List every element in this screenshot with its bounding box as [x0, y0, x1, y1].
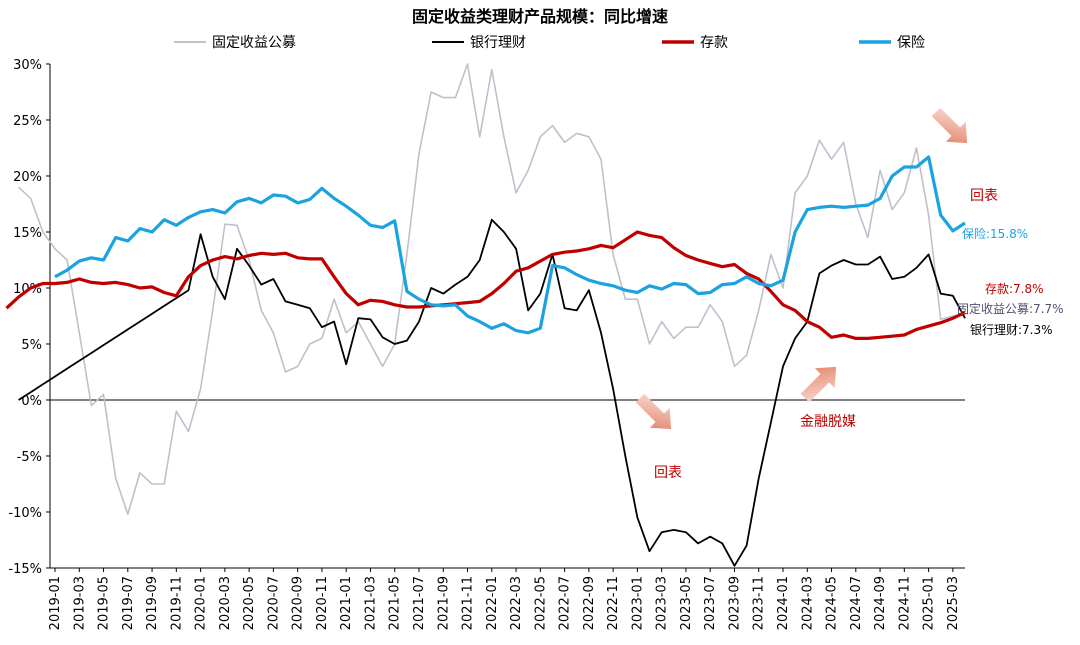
x-tick-label: 2023-09 [727, 576, 742, 630]
x-tick-label: 2020-11 [315, 576, 330, 630]
end-label-fixed-income: 固定收益公募:7.7% [957, 301, 1064, 316]
end-labels: 保险:15.8% 存款:7.8% 固定收益公募:7.7% 银行理财:7.3% [957, 226, 1064, 337]
x-tick-label: 2020-03 [218, 576, 233, 630]
x-tick-label: 2021-09 [436, 576, 451, 630]
legend-label: 保险 [897, 35, 925, 51]
annotations: 回表 回表 金融脱媒 [635, 107, 998, 481]
x-tick-label: 2022-05 [533, 576, 548, 630]
legend-label: 固定收益公募 [212, 35, 296, 51]
x-tick-label: 2024-01 [776, 576, 791, 630]
y-tick-label: 0% [21, 394, 42, 409]
x-ticks: 2019-01 2019-03 2019-05 2019-07 2019-09 2019-… [48, 568, 961, 630]
x-tick-label: 2023-03 [655, 576, 670, 630]
x-tick-label: 2020-01 [194, 576, 209, 630]
x-tick-label: 2019-07 [121, 576, 136, 630]
x-tick-label: 2024-11 [897, 576, 912, 630]
x-tick-label: 2022-09 [582, 576, 597, 630]
y-tick-label: 30% [13, 58, 42, 73]
series-line-1 [18, 218, 966, 567]
series-line-3 [54, 155, 966, 335]
x-tick-label: 2022-07 [558, 576, 573, 630]
legend-label: 存款 [700, 35, 728, 51]
x-tick-label: 2024-05 [825, 576, 840, 630]
series-line-2 [5, 230, 966, 340]
x-tick-label: 2019-01 [48, 576, 63, 630]
end-label-deposit: 存款:7.8% [985, 282, 1044, 296]
x-tick-label: 2025-03 [946, 576, 961, 630]
x-tick-label: 2022-01 [485, 576, 500, 630]
y-tick-label: -15% [8, 562, 42, 577]
y-tick-label: 5% [21, 338, 42, 353]
x-tick-label: 2020-07 [266, 576, 281, 630]
legend: 固定收益公募 银行理财 存款 保险 [174, 35, 925, 51]
x-tick-label: 2021-05 [388, 576, 403, 630]
y-tick-label: 25% [13, 114, 42, 129]
x-tick-label: 2019-11 [169, 576, 184, 630]
x-tick-label: 2025-01 [922, 576, 937, 630]
axes [49, 64, 965, 569]
x-tick-label: 2024-09 [873, 576, 888, 630]
x-tick-label: 2020-05 [242, 576, 257, 630]
x-tick-label: 2019-09 [145, 576, 160, 630]
x-tick-label: 2023-11 [752, 576, 767, 630]
x-tick-label: 2021-07 [412, 576, 427, 630]
annotation-huibiao-right: 回表 [970, 188, 998, 204]
legend-label: 银行理财 [470, 35, 526, 51]
series-lines [5, 63, 966, 567]
x-tick-label: 2020-09 [291, 576, 306, 630]
x-tick-label: 2019-03 [72, 576, 87, 630]
x-tick-label: 2023-01 [630, 576, 645, 630]
y-tick-label: -10% [8, 506, 42, 521]
x-tick-label: 2021-01 [339, 576, 354, 630]
annotation-financial-disintermediation: 金融脱媒 [800, 414, 856, 430]
x-tick-label: 2024-07 [849, 576, 864, 630]
y-tick-label: 20% [13, 170, 42, 185]
end-label-bank-wm: 银行理财:7.3% [970, 323, 1053, 337]
y-ticks: 30%25%20%15%10%5%0%-5%-10%-15% [8, 58, 50, 577]
x-tick-label: 2024-03 [800, 576, 815, 630]
arrow-up-icon [800, 366, 837, 403]
series-line-0 [18, 63, 966, 516]
chart-title: 固定收益类理财产品规模：同比增速 [412, 7, 668, 26]
x-tick-label: 2022-11 [606, 576, 621, 630]
arrow-down-icon [635, 393, 672, 430]
y-tick-label: -5% [17, 450, 42, 465]
annotation-huibiao-middle: 回表 [654, 465, 682, 481]
x-tick-label: 2021-03 [363, 576, 378, 630]
y-tick-label: 15% [13, 226, 42, 241]
x-tick-label: 2022-03 [509, 576, 524, 630]
end-label-insurance: 保险:15.8% [962, 226, 1028, 241]
x-tick-label: 2021-11 [461, 576, 476, 630]
x-tick-label: 2023-05 [679, 576, 694, 630]
x-tick-label: 2023-07 [703, 576, 718, 630]
arrow-down-icon [931, 107, 968, 144]
x-tick-label: 2019-05 [97, 576, 112, 630]
